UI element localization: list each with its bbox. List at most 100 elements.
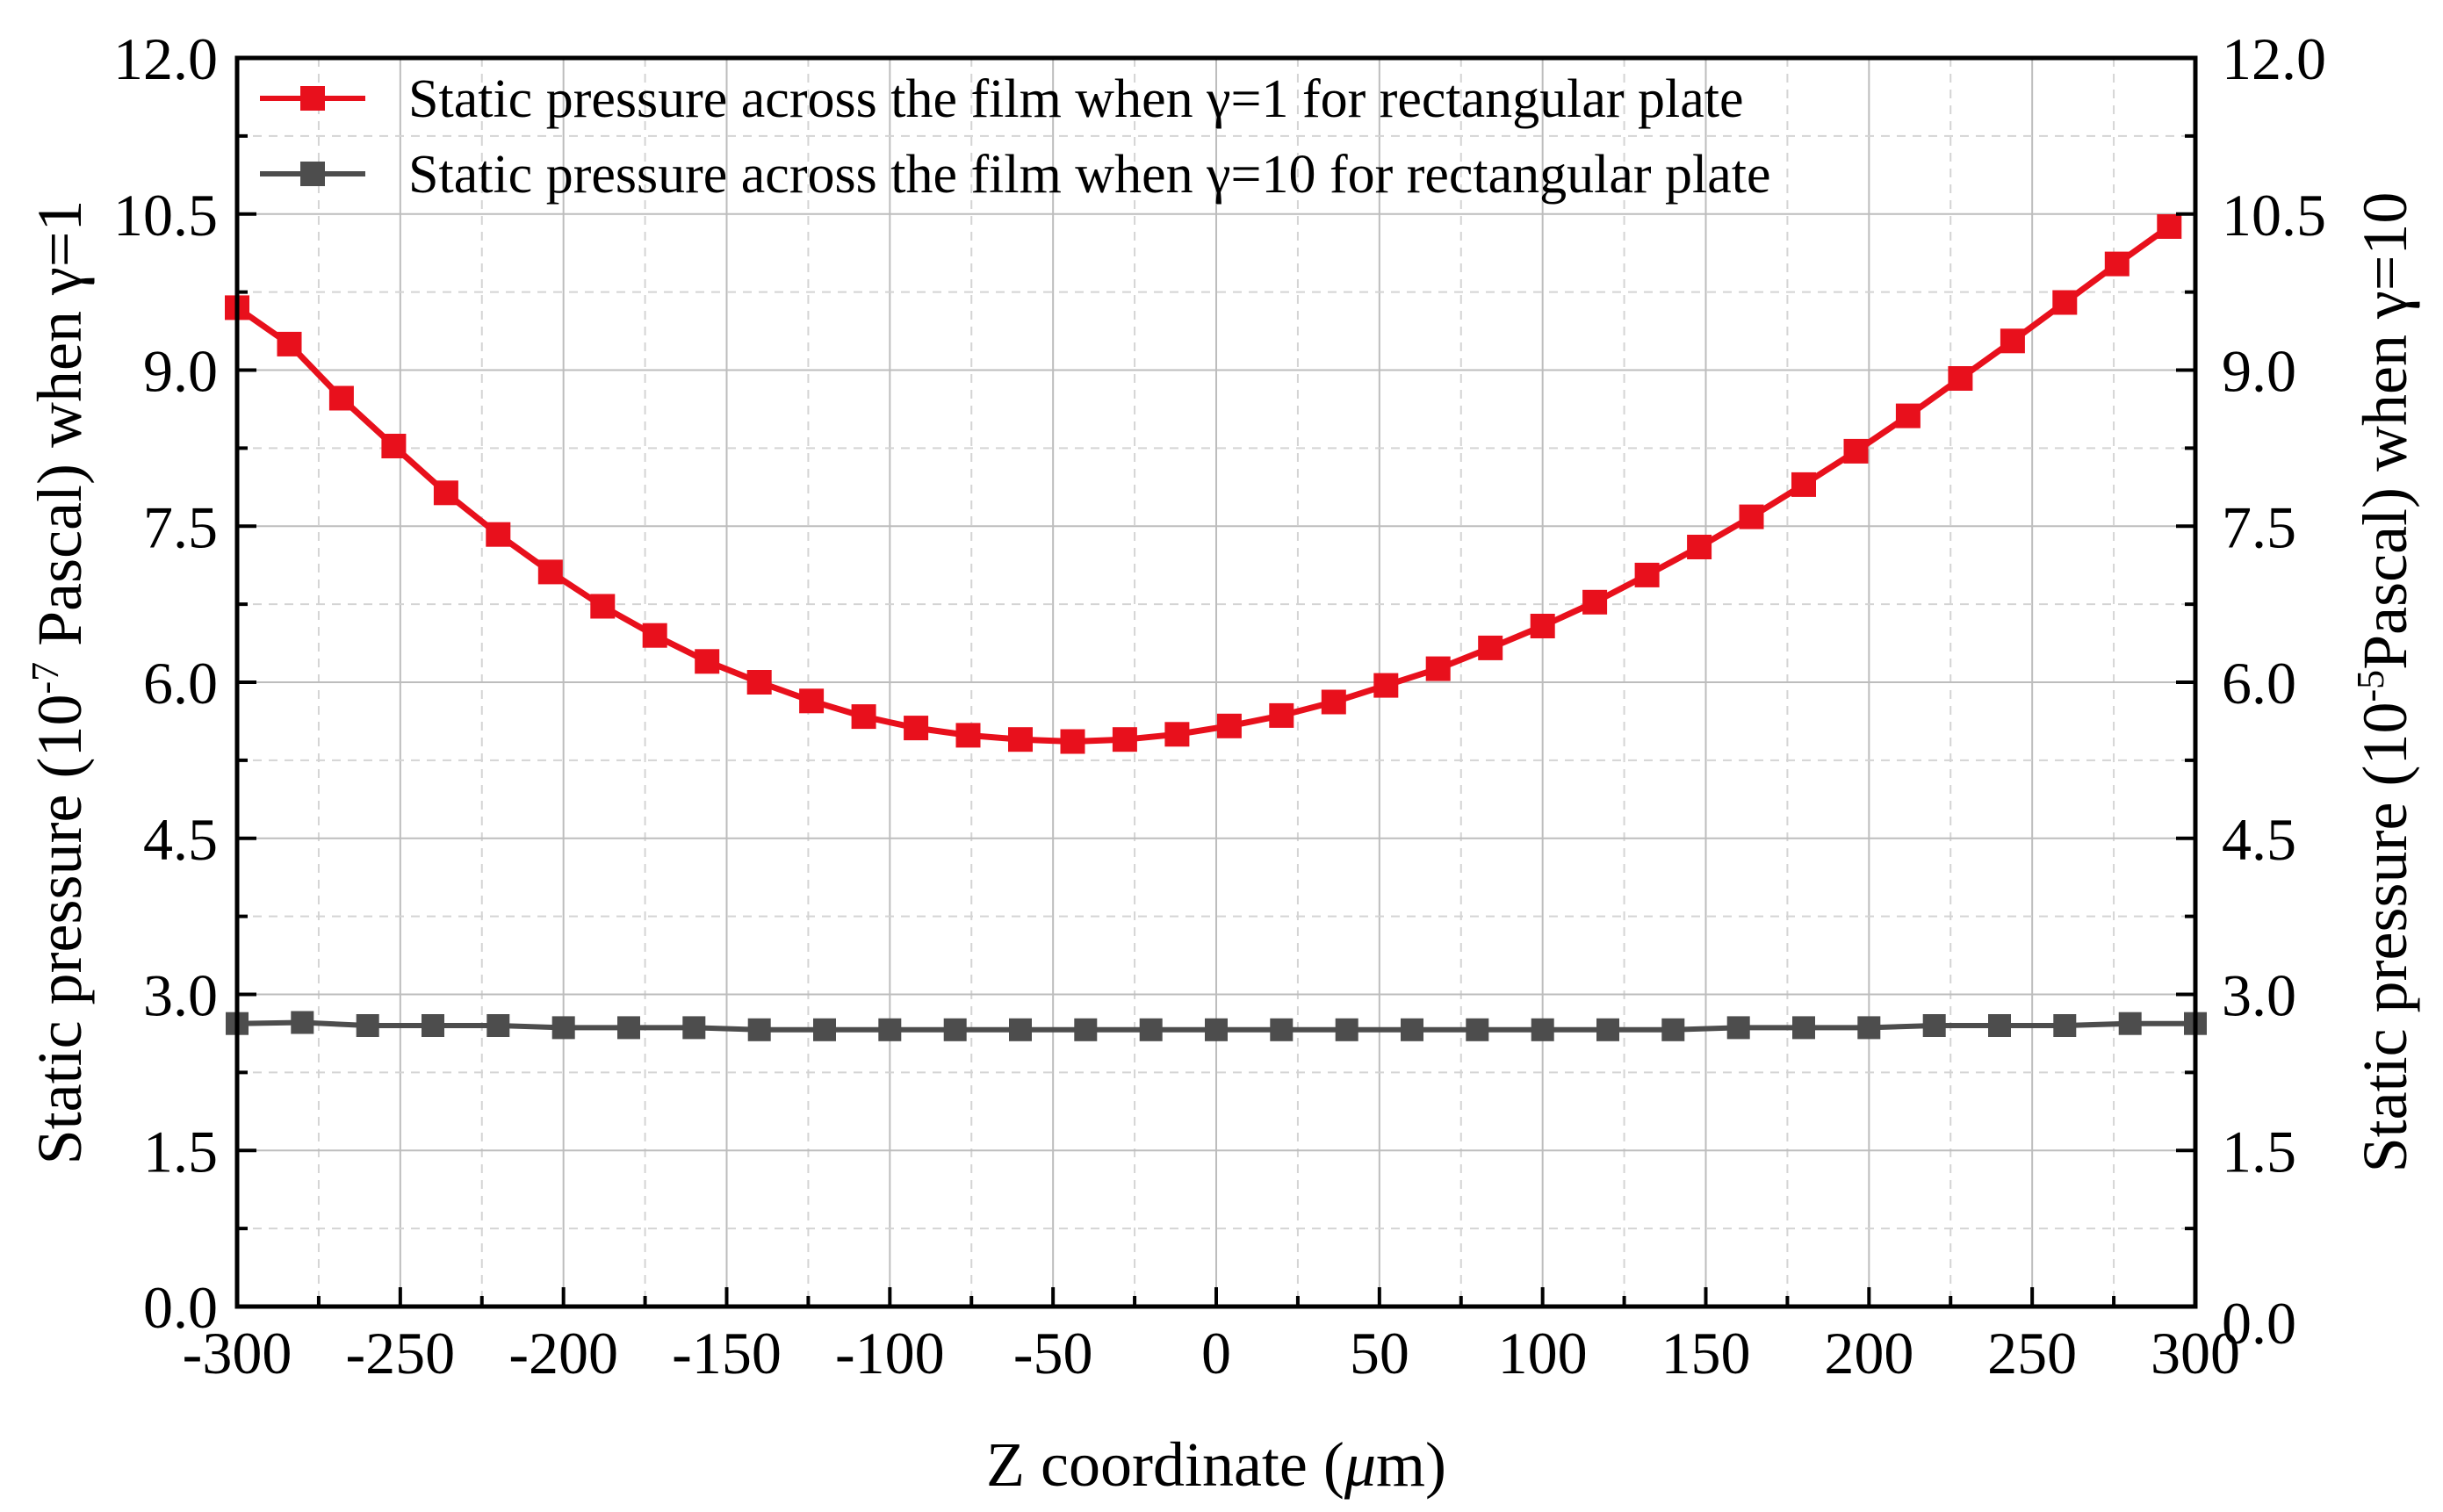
- y-right-tick-label: 6.0: [2222, 650, 2296, 716]
- y-left-tick-labels: 0.0 1.5 3.0 4.5 6.0 7.5 9.0 10.5 12.0: [113, 25, 218, 1341]
- data-point: [1335, 1018, 1358, 1041]
- data-point: [1270, 1018, 1294, 1041]
- data-point: [433, 480, 458, 506]
- data-point: [955, 723, 981, 748]
- y-right-tick-label: 12.0: [2222, 25, 2326, 92]
- data-point: [1661, 1018, 1685, 1041]
- y-axis-right-title: Static pressure (10-5Pascal) when γ=10: [2349, 192, 2420, 1173]
- data-point: [551, 1016, 575, 1040]
- y-left-tick-label: 9.0: [143, 338, 218, 405]
- x-tick-label: 150: [1661, 1320, 1751, 1386]
- y-right-tick-label: 4.5: [2222, 806, 2296, 873]
- data-point: [1739, 504, 1764, 529]
- y-right-tick-label: 9.0: [2222, 338, 2296, 405]
- x-tick-label: -250: [346, 1320, 456, 1386]
- data-point: [291, 1011, 314, 1034]
- series-layer: [225, 214, 2207, 1041]
- data-point: [2118, 1012, 2142, 1035]
- data-point: [617, 1016, 640, 1040]
- y-axis-right-title-prefix: Static pressure (10: [2350, 702, 2420, 1173]
- y-axis-right-title-exp: -5: [2349, 670, 2392, 702]
- series-gamma1: [225, 214, 2182, 754]
- data-point: [682, 1016, 706, 1040]
- data-point: [1857, 1016, 1881, 1040]
- data-point: [1401, 1018, 1423, 1041]
- data-point: [2053, 1014, 2077, 1037]
- legend-marker-gamma1: [300, 86, 325, 111]
- data-point: [878, 1018, 902, 1041]
- data-point: [1139, 1018, 1163, 1041]
- data-point: [1596, 1018, 1619, 1041]
- data-point: [1634, 562, 1660, 587]
- data-point: [1164, 722, 1190, 747]
- x-tick-label: -100: [835, 1320, 945, 1386]
- data-point: [1060, 729, 1085, 754]
- y-left-tick-label: 1.5: [143, 1118, 218, 1184]
- legend-label-gamma1: Static pressure across the film when γ=1…: [408, 69, 1744, 129]
- data-point: [2104, 251, 2130, 277]
- data-point: [2157, 214, 2182, 239]
- y-left-tick-label: 10.5: [113, 182, 218, 248]
- x-tick-label: 250: [1987, 1320, 2077, 1386]
- x-axis-title-prefix: Z coordinate (: [986, 1429, 1344, 1500]
- data-point: [799, 688, 825, 714]
- data-point: [486, 522, 511, 547]
- data-point: [356, 1014, 379, 1037]
- data-point: [851, 704, 876, 730]
- data-point: [1530, 614, 1555, 638]
- x-axis-title: Z coordinate (μm): [986, 1429, 1446, 1500]
- data-point: [1216, 713, 1242, 738]
- x-tick-label: 100: [1498, 1320, 1588, 1386]
- data-point: [1843, 438, 1869, 464]
- y-left-tick-label: 3.0: [143, 962, 218, 1029]
- y-right-tick-labels: 0.0 1.5 3.0 4.5 6.0 7.5 9.0 10.5 12.0: [2222, 25, 2326, 1357]
- x-tick-label: -300: [183, 1320, 292, 1386]
- x-tick-label: 50: [1350, 1320, 1409, 1386]
- y-right-tick-label: 3.0: [2222, 962, 2296, 1029]
- data-point: [642, 623, 667, 648]
- y-axis-left-title-exp: -7: [24, 662, 67, 695]
- data-point: [277, 331, 302, 356]
- data-point: [590, 594, 616, 619]
- legend-marker-gamma10: [300, 162, 325, 186]
- y-right-tick-label: 10.5: [2222, 182, 2326, 248]
- data-point: [422, 1014, 444, 1037]
- data-point: [1582, 589, 1608, 615]
- data-point: [1205, 1018, 1228, 1041]
- y-axis-right-title-suffix: Pascal) when γ=10: [2350, 192, 2420, 670]
- data-point: [1373, 673, 1399, 698]
- data-point: [904, 716, 929, 741]
- x-tick-label: -150: [672, 1320, 782, 1386]
- series-gamma10: [226, 1011, 2207, 1041]
- data-point: [1478, 635, 1503, 660]
- y-axis-left-title-suffix: Pascal) when γ=1: [25, 200, 95, 662]
- grid-lines: [237, 58, 2195, 1307]
- data-point: [1792, 1016, 1815, 1040]
- data-point: [328, 385, 354, 411]
- data-point: [2000, 328, 2025, 354]
- data-point: [381, 434, 407, 458]
- data-point: [813, 1018, 836, 1041]
- series-line: [234, 224, 2172, 745]
- legend-label-gamma10: Static pressure across the film when γ=1…: [408, 145, 1771, 205]
- data-point: [2052, 290, 2078, 315]
- x-tick-labels: -300 -250 -200 -150 -100 -50 0 50 100 150 200 250 30…: [183, 1320, 2240, 1386]
- y-right-tick-label: 0.0: [2222, 1290, 2296, 1357]
- x-tick-label: 200: [1824, 1320, 1913, 1386]
- data-point: [1008, 727, 1033, 752]
- x-tick-label: -200: [508, 1320, 618, 1386]
- y-left-tick-label: 12.0: [113, 25, 218, 92]
- y-left-tick-label: 7.5: [143, 493, 218, 560]
- x-axis-title-mu: μ: [1344, 1429, 1376, 1500]
- data-point: [1112, 727, 1137, 752]
- data-point: [1726, 1016, 1750, 1040]
- data-point: [1425, 656, 1451, 681]
- legend: Static pressure across the film when γ=1…: [260, 69, 1771, 205]
- data-point: [1895, 403, 1921, 428]
- x-axis-title-suffix: m): [1376, 1429, 1446, 1500]
- x-tick-label: 300: [2151, 1320, 2240, 1386]
- data-point: [747, 1018, 771, 1041]
- tick-marks: [235, 56, 2197, 1308]
- y-left-tick-label: 6.0: [143, 650, 218, 716]
- x-tick-label: 0: [1201, 1320, 1231, 1386]
